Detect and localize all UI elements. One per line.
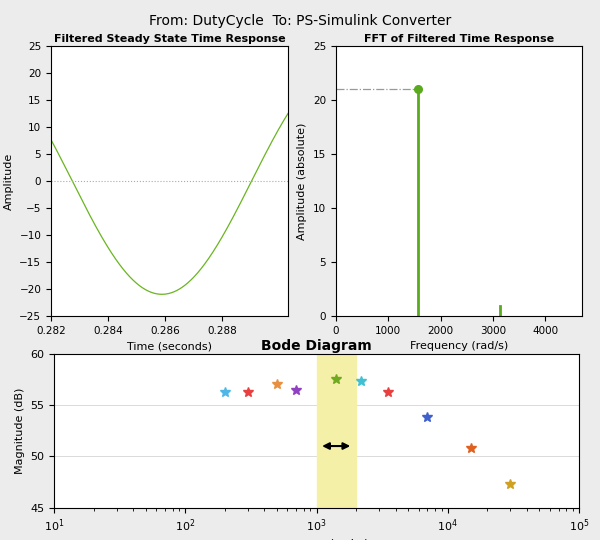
Bar [317, 354, 356, 508]
X-axis label: Frequency (rad/s): Frequency (rad/s) [410, 341, 508, 351]
Title: Filtered Steady State Time Response: Filtered Steady State Time Response [53, 33, 286, 44]
Y-axis label: Magnitude (dB): Magnitude (dB) [14, 388, 25, 474]
Text: From: DutyCycle  To: PS-Simulink Converter: From: DutyCycle To: PS-Simulink Converte… [149, 14, 451, 28]
Y-axis label: Amplitude: Amplitude [4, 152, 14, 210]
X-axis label: Time (seconds): Time (seconds) [127, 341, 212, 351]
Title: FFT of Filtered Time Response: FFT of Filtered Time Response [364, 33, 554, 44]
Y-axis label: Amplitude (absolute): Amplitude (absolute) [298, 122, 307, 240]
Title: Bode Diagram: Bode Diagram [261, 339, 372, 353]
